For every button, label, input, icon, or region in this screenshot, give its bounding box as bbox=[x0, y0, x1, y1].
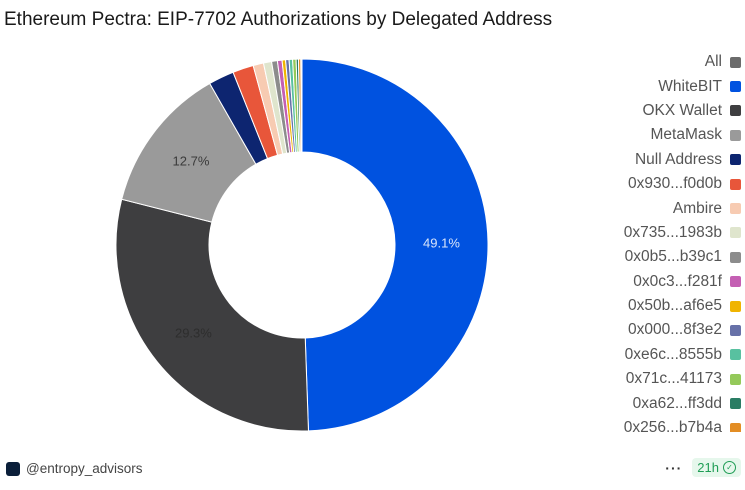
legend-label: Null Address bbox=[634, 150, 722, 168]
data-label-whitebit: 49.1% bbox=[423, 236, 460, 251]
legend-item-metamask[interactable]: MetaMask bbox=[624, 123, 741, 147]
author-attribution[interactable]: @entropy_advisors bbox=[6, 461, 143, 476]
data-label-okx-wallet: 29.3% bbox=[175, 326, 212, 341]
legend-item-ambire[interactable]: Ambire bbox=[624, 196, 741, 220]
legend-label: 0x0c3...f281f bbox=[633, 272, 722, 290]
legend-label: 0xa62...ff3dd bbox=[632, 394, 722, 412]
slice-okx-wallet[interactable] bbox=[115, 198, 309, 432]
legend-label: 0xe6c...8555b bbox=[624, 345, 722, 363]
legend-label: 0x930...f0d0b bbox=[628, 175, 722, 193]
legend-swatch bbox=[730, 398, 741, 410]
legend-label: 0x71c...41173 bbox=[625, 370, 722, 388]
check-circle-icon: ✓ bbox=[723, 461, 736, 474]
legend-label: All bbox=[704, 53, 722, 71]
legend-label: MetaMask bbox=[650, 126, 723, 144]
legend-item-0x256-b7b4a[interactable]: 0x256...b7b4a bbox=[624, 416, 741, 432]
legend-label: 0x50b...af6e5 bbox=[628, 297, 722, 315]
legend-item-0x71c-41173[interactable]: 0x71c...41173 bbox=[624, 367, 741, 391]
legend-swatch bbox=[730, 422, 741, 432]
slice-other[interactable] bbox=[300, 58, 303, 153]
legend-label: 0x000...8f3e2 bbox=[628, 321, 722, 339]
footer-actions: ··· 21h ✓ bbox=[665, 458, 741, 477]
legend-swatch bbox=[730, 105, 741, 117]
legend-swatch bbox=[730, 324, 741, 336]
refresh-age: 21h bbox=[697, 460, 719, 475]
legend-label: 0x0b5...b39c1 bbox=[624, 248, 722, 266]
legend-item-0x0b5-b39c1[interactable]: 0x0b5...b39c1 bbox=[624, 245, 741, 269]
legend-item-0xe6c-8555b[interactable]: 0xe6c...8555b bbox=[624, 343, 741, 367]
legend-swatch bbox=[730, 227, 741, 239]
legend-item-0x000-8f3e2[interactable]: 0x000...8f3e2 bbox=[624, 318, 741, 342]
legend-item-all[interactable]: All bbox=[624, 50, 741, 74]
legend-swatch bbox=[730, 178, 741, 190]
legend-swatch bbox=[730, 56, 741, 68]
data-label-metamask: 12.7% bbox=[173, 154, 210, 169]
legend-item-0x0c3-f281f[interactable]: 0x0c3...f281f bbox=[624, 270, 741, 294]
legend-swatch bbox=[730, 203, 741, 215]
legend-swatch bbox=[730, 300, 741, 312]
legend-swatch bbox=[730, 276, 741, 288]
more-options-icon[interactable]: ··· bbox=[665, 459, 683, 476]
legend-label: WhiteBIT bbox=[658, 77, 722, 95]
chart-title: Ethereum Pectra: EIP-7702 Authorizations… bbox=[4, 9, 553, 30]
author-avatar-icon bbox=[6, 461, 20, 476]
legend-item-0xa62-ff3dd[interactable]: 0xa62...ff3dd bbox=[624, 391, 741, 415]
legend-swatch bbox=[730, 373, 741, 385]
legend-swatch bbox=[730, 129, 741, 141]
legend-swatch bbox=[730, 81, 741, 93]
legend-item-null-address[interactable]: Null Address bbox=[624, 148, 741, 172]
author-handle[interactable]: @entropy_advisors bbox=[26, 461, 143, 476]
legend-item-0x930-f0d0b[interactable]: 0x930...f0d0b bbox=[624, 172, 741, 196]
legend-label: OKX Wallet bbox=[642, 101, 722, 119]
legend-item-0x735-1983b[interactable]: 0x735...1983b bbox=[624, 221, 741, 245]
chart-legend: All WhiteBIT OKX Wallet MetaMask Null Addres… bbox=[624, 50, 741, 432]
refresh-status-badge[interactable]: 21h ✓ bbox=[692, 458, 741, 477]
legend-label: 0x256...b7b4a bbox=[623, 419, 722, 432]
legend-swatch bbox=[730, 251, 741, 263]
legend-item-0x50b-af6e5[interactable]: 0x50b...af6e5 bbox=[624, 294, 741, 318]
legend-label: 0x735...1983b bbox=[623, 223, 722, 241]
legend-swatch bbox=[730, 154, 741, 166]
legend-item-okx-wallet[interactable]: OKX Wallet bbox=[624, 99, 741, 123]
legend-swatch bbox=[730, 349, 741, 361]
legend-item-whitebit[interactable]: WhiteBIT bbox=[624, 74, 741, 98]
legend-label: Ambire bbox=[672, 199, 722, 217]
slice-whitebit[interactable] bbox=[301, 58, 489, 432]
